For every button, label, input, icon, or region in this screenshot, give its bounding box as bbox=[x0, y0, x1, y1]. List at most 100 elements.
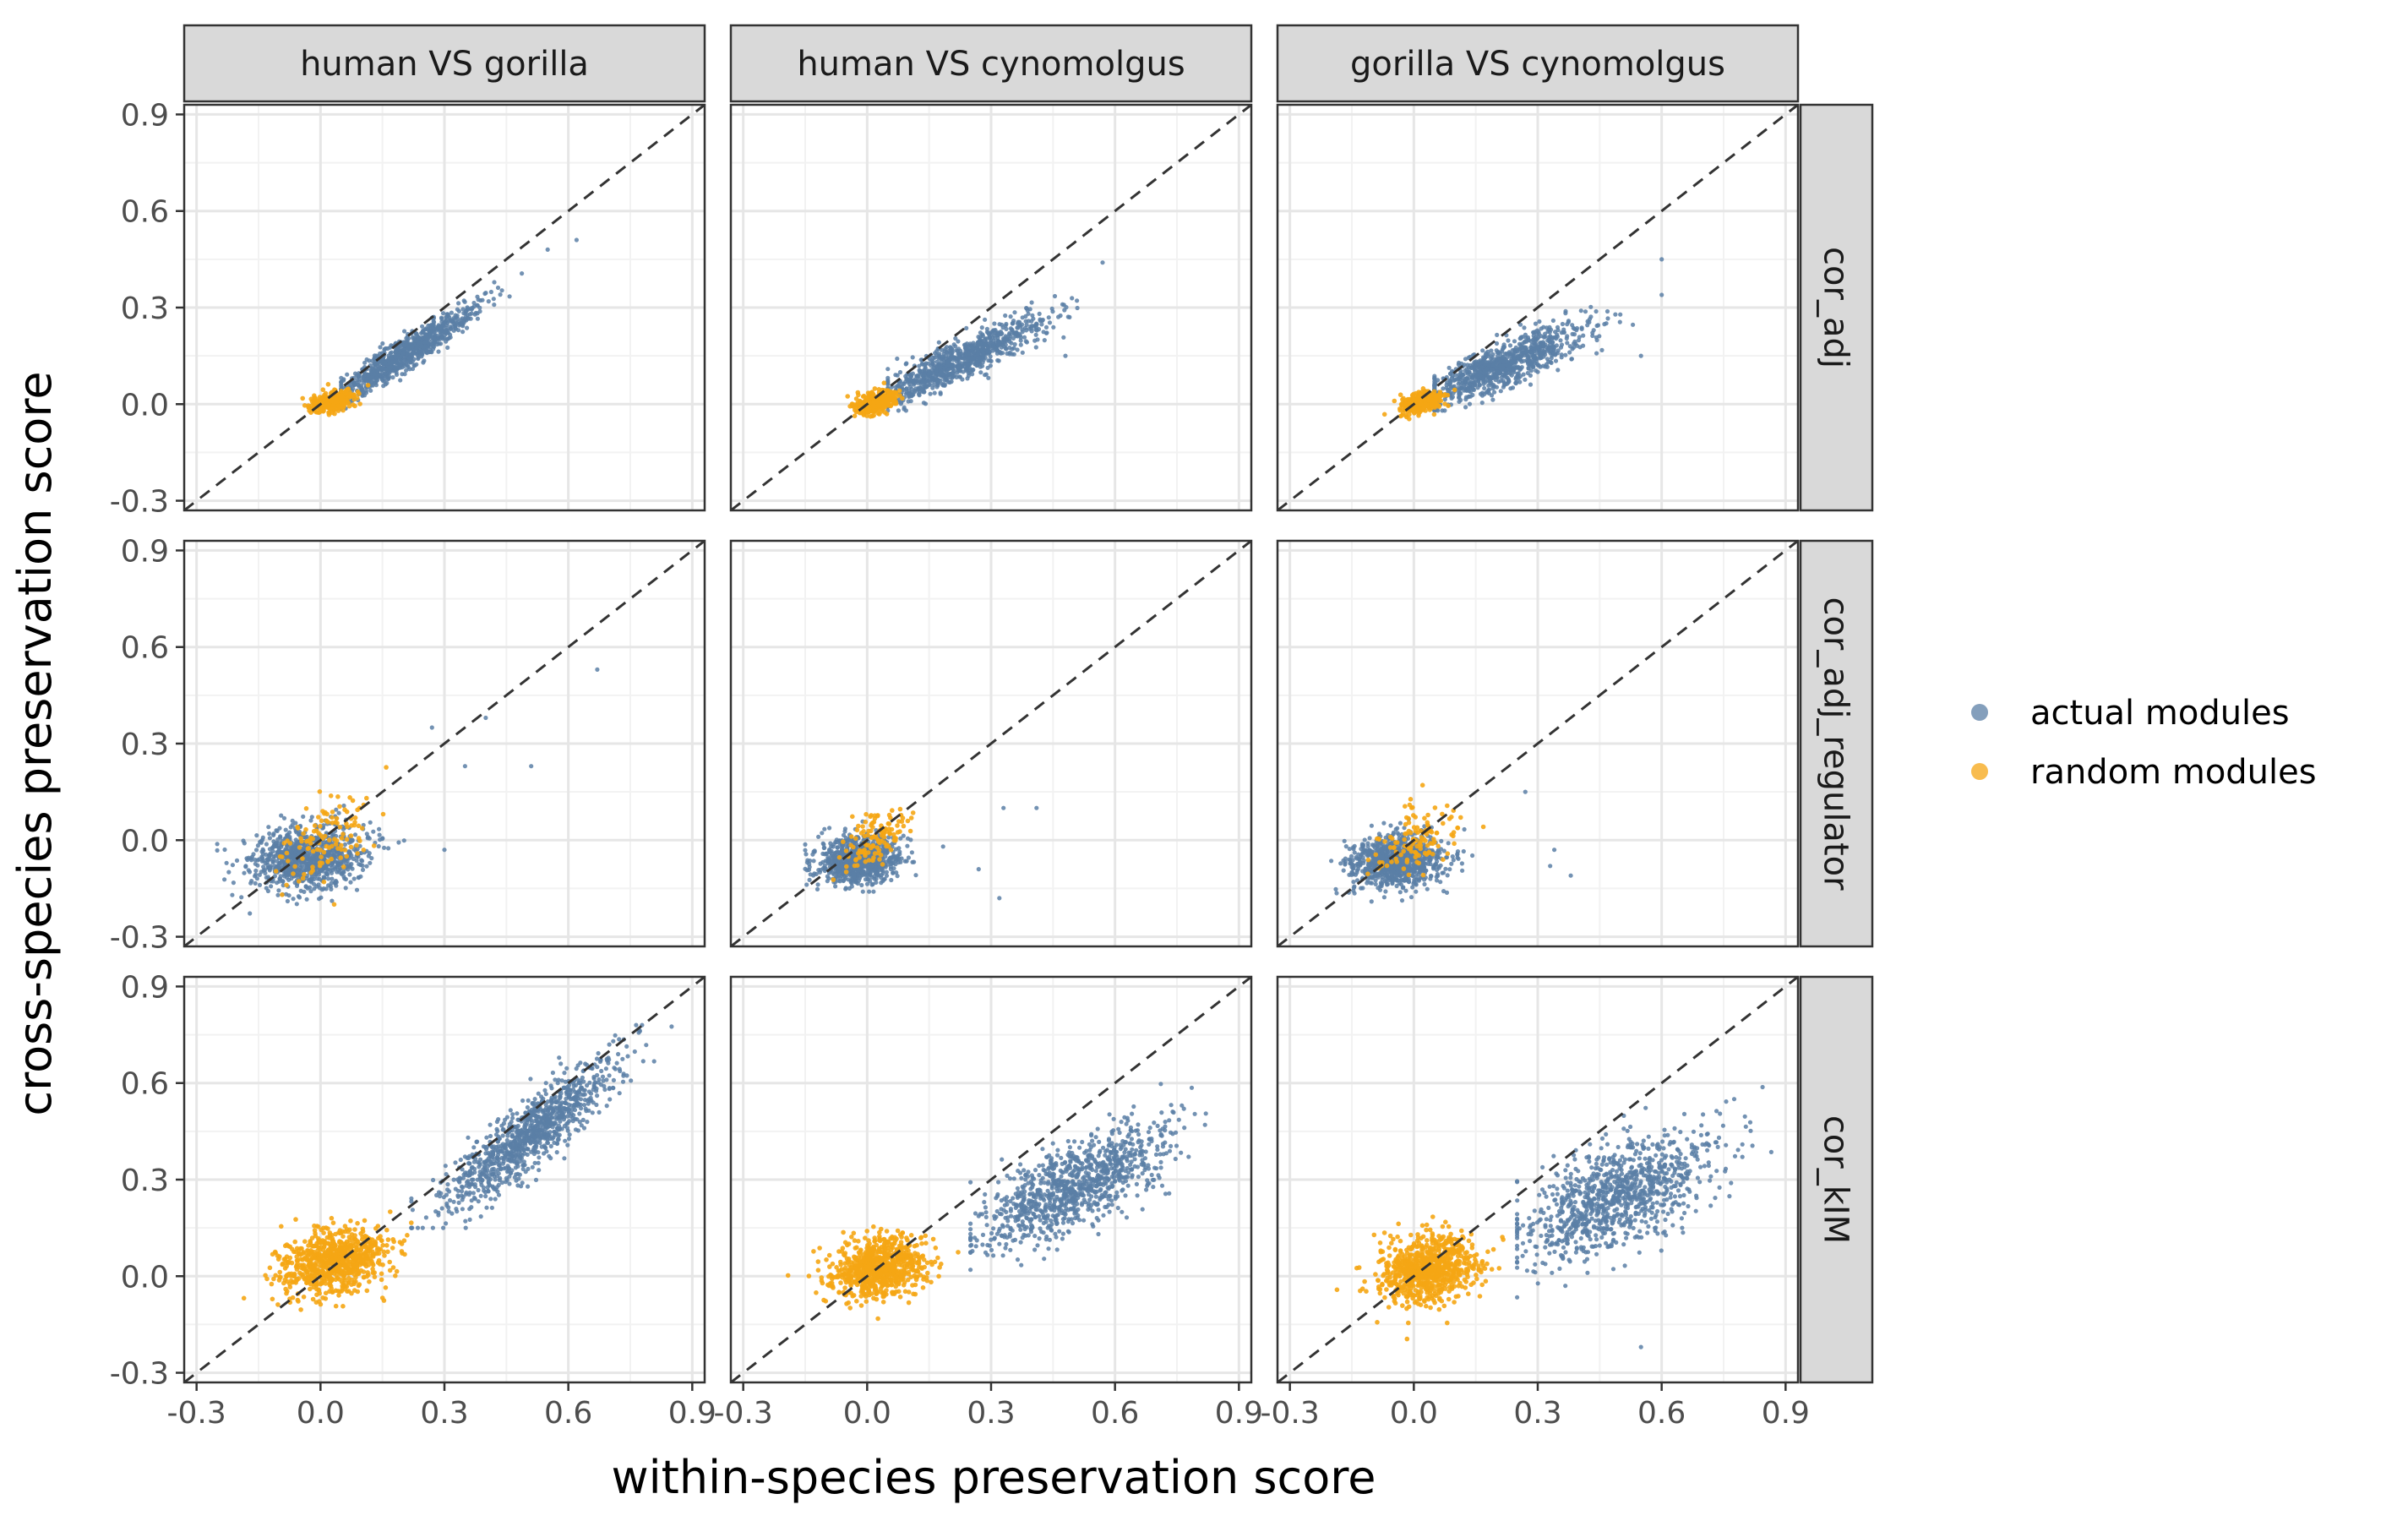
point-actual bbox=[361, 376, 366, 381]
point-actual bbox=[1030, 324, 1035, 329]
point-actual bbox=[253, 880, 258, 886]
point-actual bbox=[1075, 298, 1080, 303]
point-random bbox=[885, 403, 891, 408]
point-random bbox=[284, 882, 289, 888]
point-actual bbox=[275, 892, 281, 897]
point-actual bbox=[1594, 308, 1599, 314]
point-actual bbox=[1444, 385, 1449, 390]
point-actual bbox=[1549, 360, 1554, 365]
point-actual bbox=[1490, 352, 1495, 357]
point-actual bbox=[294, 902, 299, 907]
point-actual bbox=[1537, 319, 1542, 324]
point-actual bbox=[1463, 405, 1468, 410]
point-actual bbox=[1533, 335, 1538, 340]
point-actual bbox=[383, 360, 388, 365]
point-actual bbox=[1585, 323, 1590, 328]
point-actual bbox=[951, 357, 956, 363]
point-actual bbox=[239, 895, 244, 900]
point-random bbox=[291, 871, 296, 876]
point-random bbox=[310, 836, 316, 842]
point-actual bbox=[404, 341, 409, 346]
point-actual bbox=[928, 391, 933, 396]
point-actual bbox=[279, 813, 284, 818]
point-random bbox=[384, 765, 389, 770]
point-actual bbox=[1506, 338, 1511, 343]
point-actual bbox=[303, 867, 308, 872]
point-random bbox=[869, 390, 874, 395]
point-actual bbox=[953, 335, 958, 341]
point-random bbox=[335, 794, 340, 799]
point-random bbox=[335, 406, 341, 411]
point-actual bbox=[1457, 391, 1462, 396]
point-actual bbox=[274, 828, 279, 833]
point-actual bbox=[364, 864, 369, 869]
point-actual bbox=[1523, 377, 1528, 382]
point-actual bbox=[1525, 370, 1530, 376]
point-actual bbox=[1024, 328, 1029, 333]
point-actual bbox=[1541, 324, 1546, 330]
point-actual bbox=[953, 344, 958, 349]
point-actual bbox=[491, 297, 496, 302]
point-actual bbox=[964, 351, 969, 356]
point-actual bbox=[368, 820, 373, 825]
point-actual bbox=[222, 847, 227, 853]
point-actual bbox=[1490, 397, 1495, 402]
point-actual bbox=[465, 307, 470, 312]
point-actual bbox=[956, 364, 962, 369]
point-actual bbox=[330, 876, 335, 881]
point-random bbox=[303, 806, 309, 811]
point-actual bbox=[1501, 355, 1506, 360]
point-actual bbox=[465, 325, 470, 330]
point-actual bbox=[1594, 323, 1599, 329]
point-actual bbox=[408, 342, 413, 347]
point-actual bbox=[354, 858, 359, 864]
point-actual bbox=[311, 857, 316, 862]
point-random bbox=[855, 401, 860, 406]
point-random bbox=[325, 820, 331, 825]
point-random bbox=[344, 853, 350, 859]
point-random bbox=[365, 383, 371, 388]
point-actual bbox=[917, 363, 922, 368]
point-actual bbox=[241, 838, 246, 843]
point-actual bbox=[1509, 358, 1514, 363]
point-actual bbox=[249, 858, 254, 863]
point-random bbox=[850, 401, 855, 407]
point-actual bbox=[1526, 338, 1531, 343]
point-actual bbox=[1518, 335, 1523, 340]
point-actual bbox=[1463, 397, 1468, 402]
point-actual bbox=[958, 348, 963, 353]
point-random bbox=[1418, 401, 1424, 407]
point-actual bbox=[284, 891, 289, 897]
point-actual bbox=[1472, 360, 1477, 365]
point-actual bbox=[389, 350, 394, 355]
point-actual bbox=[340, 851, 345, 856]
point-random bbox=[313, 828, 319, 833]
point-actual bbox=[1617, 319, 1622, 324]
point-actual bbox=[942, 378, 947, 383]
point-actual bbox=[962, 356, 967, 361]
point-actual bbox=[1547, 342, 1552, 348]
point-actual bbox=[910, 371, 915, 376]
point-actual bbox=[1498, 389, 1503, 394]
point-random bbox=[1452, 387, 1457, 393]
point-actual bbox=[354, 887, 360, 892]
point-actual bbox=[1010, 352, 1015, 357]
point-actual bbox=[271, 843, 276, 849]
point-actual bbox=[360, 867, 366, 872]
point-random bbox=[1407, 417, 1412, 422]
point-actual bbox=[1513, 345, 1518, 350]
point-actual bbox=[897, 384, 902, 389]
point-actual bbox=[492, 303, 497, 308]
point-actual bbox=[289, 849, 294, 854]
point-actual bbox=[1023, 319, 1028, 324]
point-actual bbox=[998, 330, 1004, 335]
point-actual bbox=[984, 326, 989, 331]
point-random bbox=[350, 798, 356, 804]
point-random bbox=[1431, 412, 1437, 417]
point-actual bbox=[1478, 391, 1484, 396]
point-actual bbox=[375, 368, 380, 374]
point-random bbox=[886, 393, 891, 399]
point-actual bbox=[271, 832, 276, 838]
point-random bbox=[326, 845, 332, 850]
point-actual bbox=[251, 852, 256, 857]
